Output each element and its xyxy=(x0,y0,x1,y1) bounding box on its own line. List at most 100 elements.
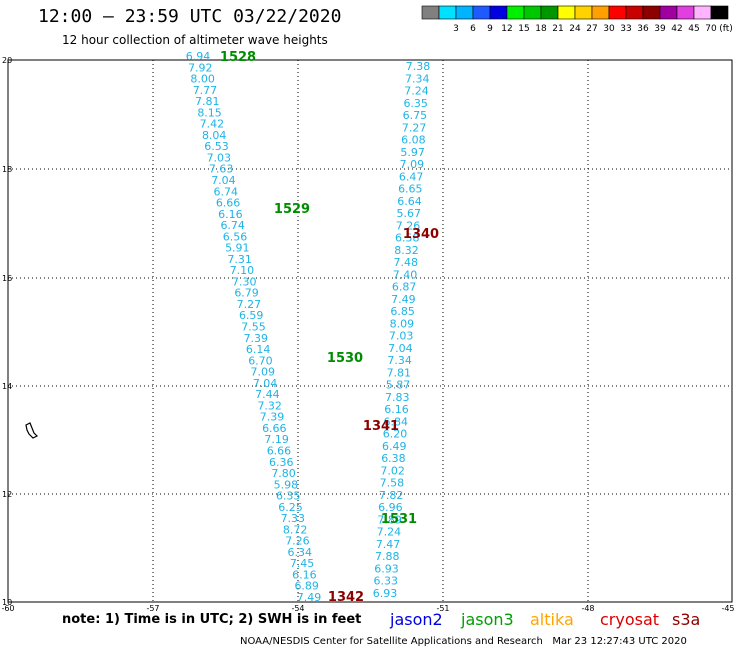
track-a-value: 6.14 xyxy=(246,343,271,356)
track-b-value: 6.08 xyxy=(401,134,426,147)
track-a-value: 6.59 xyxy=(239,309,264,322)
track-b-value: 6.38 xyxy=(381,452,406,465)
legend-label: 21 xyxy=(552,24,563,34)
track-b-value: 7.09 xyxy=(400,158,425,171)
track-a-value: 7.03 xyxy=(207,151,232,164)
track-b-value: 7.26 xyxy=(396,219,421,232)
track-b-value: 6.93 xyxy=(374,562,399,575)
track-a-value: 7.49 xyxy=(297,591,322,604)
legend-label: 30 xyxy=(603,24,615,34)
track-a-value: 6.34 xyxy=(288,546,313,559)
track-a-value: 7.45 xyxy=(290,557,315,570)
track-a-value: 5.91 xyxy=(225,242,250,255)
track-b-value: 7.34 xyxy=(405,72,430,85)
track-a-value: 8.72 xyxy=(283,523,308,536)
track-a-value: 8.04 xyxy=(202,129,227,142)
lon-tick-label: -57 xyxy=(146,604,159,613)
lon-tick-label: -60 xyxy=(1,604,14,613)
legend-label: 3 xyxy=(453,24,459,34)
legend-label: 33 xyxy=(620,24,631,34)
track-a-value: 7.19 xyxy=(264,433,289,446)
satellite-altika: altika xyxy=(530,610,574,629)
track-a-value: 6.56 xyxy=(223,230,248,243)
track-a-value: 6.74 xyxy=(220,219,245,232)
legend-swatch xyxy=(523,5,542,20)
track-a-value: 6.16 xyxy=(292,568,317,581)
legend-label: 15 xyxy=(518,24,529,34)
track-b-value: 7.24 xyxy=(404,85,429,98)
track-a-value: 7.04 xyxy=(211,174,236,187)
track-a-value: 7.63 xyxy=(209,163,234,176)
pass-time-label: 1340 xyxy=(403,227,439,242)
track-a-value: 6.35 xyxy=(276,490,301,503)
track-b-value: 7.38 xyxy=(406,60,431,73)
track-b-value: 6.75 xyxy=(403,109,428,122)
lat-tick-label: 10 xyxy=(2,598,12,607)
track-b-value: 6.96 xyxy=(378,501,403,514)
track-a-value: 7.55 xyxy=(241,321,266,334)
pass-time-label: 1342 xyxy=(328,590,364,605)
footer-note: note: 1) Time is in UTC; 2) SWH is in fe… xyxy=(62,612,362,627)
legend-label: 18 xyxy=(535,24,547,34)
map-frame xyxy=(7,59,733,603)
track-a-value: 6.16 xyxy=(218,208,243,221)
track-a-value: 8.00 xyxy=(190,73,215,86)
lon-tick-label: -51 xyxy=(436,604,449,613)
track-a-value: 7.39 xyxy=(244,332,269,345)
track-b-value: 5.67 xyxy=(397,207,422,220)
track-a-value: 6.66 xyxy=(267,444,292,457)
track-b-value: 7.34 xyxy=(387,354,412,367)
track-a-value: 6.66 xyxy=(216,197,241,210)
legend-label: 70 xyxy=(705,24,717,34)
track-b-value: 7.81 xyxy=(387,366,412,379)
chart-title: 12:00 — 23:59 UTC 03/22/2020 xyxy=(38,6,342,27)
track-a-value: 7.33 xyxy=(281,512,306,525)
map-grid: -60 -57 -54 -51 -48 -45 10 12 14 16 18 20 xyxy=(1,56,734,613)
legend-swatch xyxy=(489,5,508,20)
legend-swatch xyxy=(659,5,678,20)
track-a-value: 6.94 xyxy=(186,50,211,63)
track-a-value: 7.80 xyxy=(271,467,296,480)
track-a-value: 6.66 xyxy=(262,422,287,435)
track-b-value: 6.16 xyxy=(384,403,409,416)
track-b-value: 6.84 xyxy=(383,415,408,428)
track-b-value: 7.89 xyxy=(377,513,402,526)
legend-label: 42 xyxy=(671,24,682,34)
legend-label: 45 xyxy=(688,24,699,34)
track-a-value: 7.44 xyxy=(255,388,280,401)
track-b-value: 7.82 xyxy=(379,489,404,502)
track-a-value: 7.30 xyxy=(232,275,257,288)
track-b-value: 7.02 xyxy=(380,464,405,477)
legend-swatch xyxy=(676,5,695,20)
track-b-value: 7.47 xyxy=(376,538,401,551)
track-a-value: 7.31 xyxy=(227,253,252,266)
track-b-value: 7.40 xyxy=(393,268,418,281)
track-a-value: 6.70 xyxy=(248,354,273,367)
track-b-value: 7.24 xyxy=(377,526,402,539)
track-b-value: 5.97 xyxy=(400,146,425,159)
track-b-value: 7.88 xyxy=(375,550,400,563)
legend-label: 27 xyxy=(586,24,597,34)
legend-label: 12 xyxy=(501,24,512,34)
track-a-value: 7.42 xyxy=(200,118,225,131)
track-a-value: 5.98 xyxy=(274,478,299,491)
pass-time-label: 1529 xyxy=(274,202,310,217)
track-a-value: 6.36 xyxy=(269,456,294,469)
track-a-value: 6.89 xyxy=(294,580,319,593)
legend-swatch xyxy=(472,5,491,20)
legend-swatch xyxy=(540,5,559,20)
track-a-value: 7.04 xyxy=(253,377,278,390)
track-a-value: 6.25 xyxy=(278,501,303,514)
track-b-value: 6.35 xyxy=(403,97,428,110)
chart-subtitle: 12 hour collection of altimeter wave hei… xyxy=(62,33,328,47)
pass-time-label: 1531 xyxy=(381,512,417,527)
lat-tick-label: 16 xyxy=(2,274,12,283)
wave-height-values: 6.947.928.007.777.818.157.428.046.537.03… xyxy=(186,50,431,604)
satellite-cryosat: cryosat xyxy=(600,610,660,629)
track-b-value: 7.58 xyxy=(380,477,405,490)
track-a-value: 7.09 xyxy=(251,366,276,379)
color-legend: 3 6 9 12 15 18 21 24 27 30 33 36 39 42 45 70 (ft) xyxy=(421,5,733,34)
track-a-value: 7.32 xyxy=(257,399,282,412)
pass-time-label: 1530 xyxy=(327,351,363,366)
